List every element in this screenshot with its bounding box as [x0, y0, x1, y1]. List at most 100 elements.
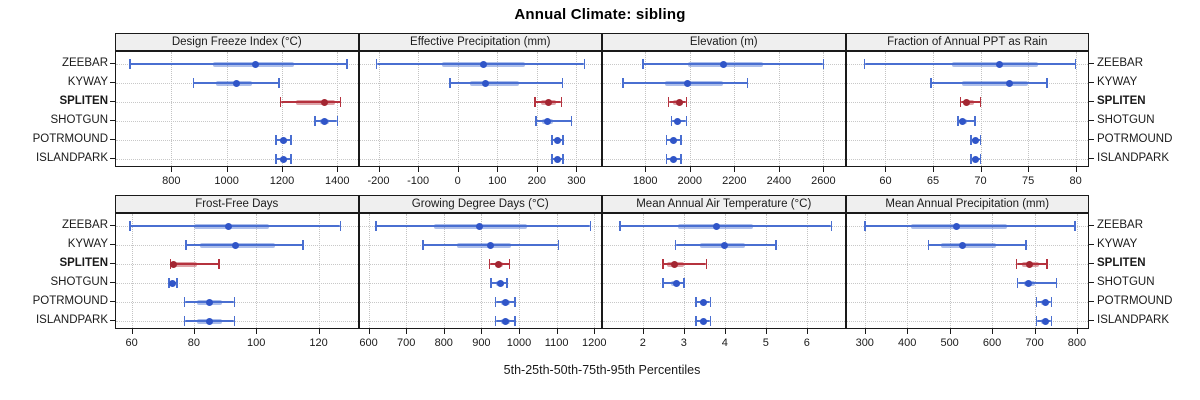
cap-95th-islandpark [709, 316, 712, 326]
axis-tick [497, 167, 499, 172]
gridline-vertical [806, 214, 808, 328]
gridline-vertical [443, 214, 445, 328]
median-dot-shotgun [1024, 279, 1032, 287]
row-label-right-shotgun: SHOTGUN [1097, 276, 1155, 288]
axis-tick-label: -100 [407, 175, 430, 187]
median-dot-potrmound [501, 298, 509, 306]
cap-95th-potrmound [1050, 297, 1053, 307]
median-dot-spliten [671, 260, 679, 268]
row-label-left-shotgun: SHOTGUN [50, 114, 109, 126]
median-dot-zeebar [475, 222, 483, 230]
row-label-left-spliten: SPLITEN [59, 257, 108, 269]
cap-95th-kyway [278, 78, 280, 88]
axis-tick-label: -200 [367, 175, 390, 187]
cap-95th-islandpark [290, 154, 292, 164]
cap-5th-shotgun [662, 278, 665, 288]
gridline-vertical [256, 214, 258, 328]
gridline-horizontal [603, 283, 845, 284]
axis-tick-label: 2400 [766, 175, 792, 187]
whisker-5-95-zeebar [643, 63, 824, 65]
gridline-horizontal [603, 159, 845, 160]
panel-mean-annual-precipitation-mm [845, 213, 1089, 329]
axis-tick-label: 800 [162, 175, 181, 187]
cap-5th-potrmound [970, 135, 972, 145]
cap-5th-spliten [279, 97, 282, 107]
cap-95th-shotgun [974, 116, 976, 126]
row-label-left-islandpark: ISLANDPARK [35, 152, 108, 164]
median-dot-kyway [232, 241, 240, 249]
row-tick-right [1089, 282, 1094, 283]
axis-tick-label: 700 [1025, 337, 1044, 349]
gridline-vertical [734, 52, 736, 166]
row-label-right-islandpark: ISLANDPARK [1097, 152, 1170, 164]
median-dot-kyway [487, 241, 495, 249]
median-dot-islandpark [669, 155, 677, 163]
gridline-vertical [642, 214, 644, 328]
cap-95th-zeebar [1074, 221, 1076, 231]
cap-95th-shotgun [685, 116, 688, 126]
gridline-horizontal [603, 302, 845, 303]
row-tick-right [1089, 63, 1094, 64]
gridline-vertical [481, 214, 483, 328]
cap-5th-islandpark [970, 154, 972, 164]
cap-95th-shotgun [1055, 278, 1058, 288]
median-dot-islandpark [553, 155, 561, 163]
gridline-horizontal [846, 159, 1088, 160]
axis-tick [980, 167, 982, 172]
cap-5th-spliten [1015, 259, 1018, 269]
whisker-5-95-shotgun [1017, 282, 1057, 284]
axis-tick [378, 167, 380, 172]
axis-tick [724, 329, 726, 334]
median-dot-kyway [958, 241, 966, 249]
axis-tick-label: 800 [1067, 337, 1087, 349]
gridline-vertical [594, 214, 596, 328]
whisker-5-95-zeebar [130, 225, 341, 227]
cap-95th-potrmound [709, 297, 712, 307]
axis-tick [642, 329, 644, 334]
cap-5th-zeebar [129, 221, 131, 231]
row-label-left-kyway: KYWAY [67, 76, 108, 88]
whisker-5-95-shotgun [536, 120, 572, 122]
cap-5th-zeebar [375, 221, 377, 231]
row-label-right-potrmound: POTRMOUND [1097, 133, 1173, 145]
gridline-horizontal [116, 264, 358, 265]
axis-tick [992, 329, 994, 334]
axis-tick-label: 65 [926, 175, 940, 187]
whisker-5-95-zeebar [129, 63, 347, 65]
axis-tick-label: 75 [1021, 175, 1035, 187]
row-label-left-islandpark: ISLANDPARK [35, 314, 108, 326]
gridline-horizontal [359, 264, 601, 265]
whisker-5-95-kyway [449, 82, 563, 84]
cap-5th-islandpark [1035, 316, 1038, 326]
gridline-vertical [497, 52, 499, 166]
row-tick-right [1089, 225, 1094, 226]
band-25-75-kyway [469, 80, 520, 86]
row-label-right-spliten: SPLITEN [1097, 95, 1146, 107]
panel-growing-degree-days-c [358, 213, 602, 329]
cap-5th-zeebar [619, 221, 621, 231]
axis-tick-label: 700 [396, 337, 416, 349]
cap-5th-kyway [422, 240, 424, 250]
gridline-vertical [281, 52, 283, 166]
axis-tick-label: 0 [454, 175, 461, 187]
gridline-horizontal [603, 140, 845, 141]
gridline-horizontal [116, 321, 358, 322]
axis-tick-label: 1400 [325, 175, 350, 187]
gridline-vertical [418, 52, 420, 166]
median-dot-potrmound [699, 298, 707, 306]
cap-95th-zeebar [583, 59, 586, 69]
cap-95th-islandpark [233, 316, 236, 326]
median-dot-zeebar [719, 60, 727, 68]
gridline-vertical [337, 52, 339, 166]
cap-5th-shotgun [670, 116, 673, 126]
cap-5th-islandpark [665, 154, 668, 164]
cap-95th-spliten [1046, 259, 1049, 269]
axis-tick [689, 167, 691, 172]
row-label-left-potrmound: POTRMOUND [32, 295, 108, 307]
gridline-vertical [949, 214, 951, 328]
row-label-right-zeebar: ZEEBAR [1097, 57, 1144, 69]
axis-tick-label: 120 [309, 337, 328, 349]
median-dot-potrmound [669, 136, 677, 144]
gridline-horizontal [603, 321, 845, 322]
axis-tick [765, 329, 767, 334]
